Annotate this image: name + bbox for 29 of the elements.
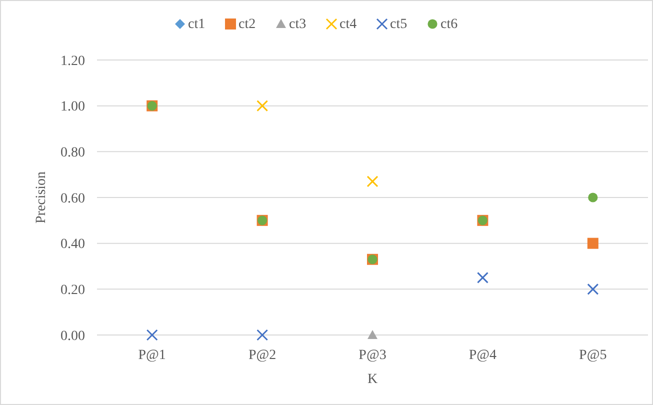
x-tick-label: P@4 <box>468 348 497 363</box>
y-tick-label: 1.20 <box>60 54 85 69</box>
y-tick-label: 0.80 <box>60 146 85 161</box>
point <box>366 176 378 188</box>
y-tick-label: 0.20 <box>60 283 85 298</box>
legend-label: ct3 <box>289 17 306 32</box>
point <box>368 330 378 339</box>
y-tick-label: 0.00 <box>60 328 85 344</box>
point <box>146 329 158 341</box>
point <box>587 238 598 249</box>
legend-label: ct2 <box>238 17 256 32</box>
legend-label: ct5 <box>390 17 408 32</box>
point <box>588 192 598 202</box>
point <box>256 100 268 112</box>
point <box>476 272 488 284</box>
legend-label: ct1 <box>188 17 206 32</box>
y-axis-title: Precision <box>34 171 49 224</box>
legend-label: ct6 <box>440 17 458 32</box>
y-tick-label: 0.60 <box>60 191 85 206</box>
x-axis-title: K <box>367 372 378 387</box>
point <box>256 329 268 341</box>
x-tick-label: P@5 <box>579 348 607 363</box>
point <box>587 283 599 295</box>
x-tick-label: P@3 <box>358 348 386 363</box>
x-tick-label: P@1 <box>138 348 166 363</box>
y-tick-label: 1.00 <box>60 100 85 115</box>
y-tick-label: 0.40 <box>60 237 85 252</box>
legend-label: ct4 <box>340 17 357 32</box>
x-tick-label: P@2 <box>248 348 276 363</box>
